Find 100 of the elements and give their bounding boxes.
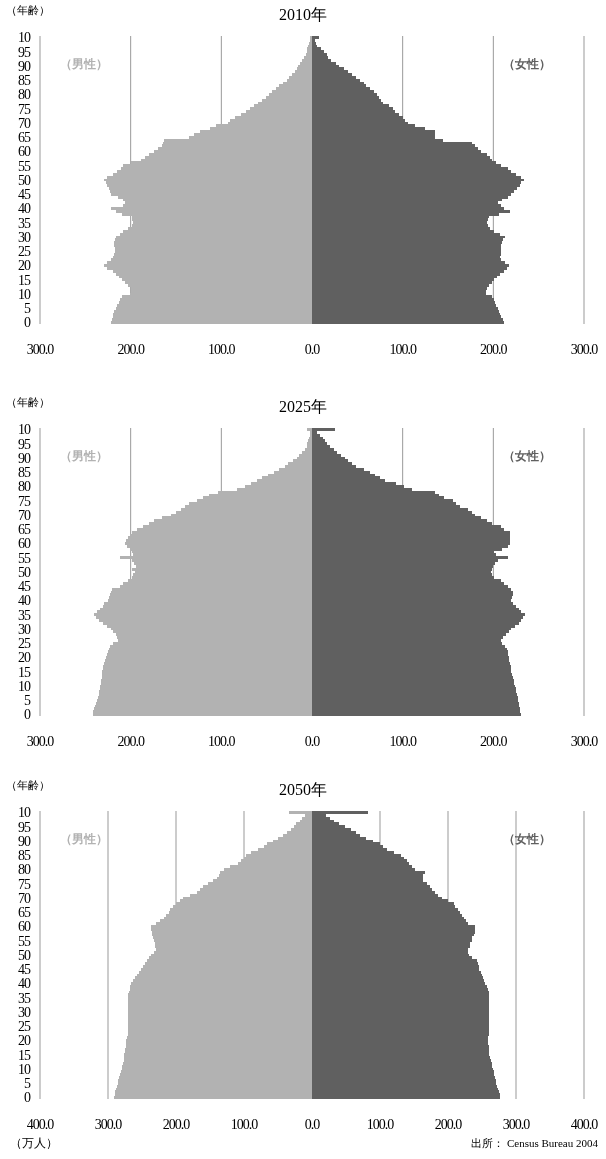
y-tick-label: 35	[18, 215, 31, 231]
text: （女性）	[502, 832, 551, 846]
y-tick-label: 0	[24, 315, 31, 331]
y-tick-label: 85	[18, 73, 31, 89]
text: （男性）	[59, 57, 108, 71]
chart-title: 2010年	[279, 6, 327, 23]
y-tick-label: 70	[18, 115, 31, 131]
y-tick-label: 15	[18, 664, 31, 680]
y-tick-label: 80	[18, 862, 31, 878]
y-tick-label: 55	[18, 550, 31, 566]
y-tick-label: 10	[18, 422, 31, 438]
y-tick-label: 0	[24, 707, 31, 723]
y-tick-label: 50	[18, 564, 31, 580]
text: （女性）	[502, 449, 551, 463]
y-axis-title: （年齢）	[6, 396, 50, 408]
y-tick-label: 35	[18, 990, 31, 1006]
y-tick-label: 30	[18, 621, 31, 637]
y-tick-label: 30	[18, 229, 31, 245]
x-tick-label: 200.0	[480, 734, 508, 749]
x-tick-label: 0.0	[304, 1117, 321, 1132]
x-tick-label: 100.0	[389, 734, 417, 749]
x-tick-label: 100.0	[389, 342, 417, 357]
x-tick-label: 100.0	[230, 1117, 259, 1132]
y-tick-label: 55	[18, 933, 31, 949]
y-tick-label: 90	[18, 833, 31, 849]
y-tick-label: 95	[18, 819, 31, 835]
x-tick-label: 300.0	[26, 734, 55, 749]
y-tick-label: 80	[18, 87, 31, 103]
x-tick-label: 300.0	[502, 1117, 531, 1132]
y-tick-label: 75	[18, 101, 31, 117]
y-tick-label: 60	[18, 144, 31, 160]
y-tick-label: 20	[18, 1033, 31, 1049]
y-tick-label: 95	[18, 44, 31, 60]
y-tick-label: 45	[18, 579, 31, 595]
chart-title: 2025年	[279, 398, 327, 415]
x-tick-label: 200.0	[480, 342, 508, 357]
y-tick-label: 90	[18, 450, 31, 466]
text: （男性）	[59, 832, 108, 846]
y-tick-label: 10	[18, 805, 31, 821]
y-tick-label: 40	[18, 201, 31, 217]
x-tick-label: 200.0	[117, 734, 145, 749]
y-tick-label: 70	[18, 507, 31, 523]
x-tick-label: 0.0	[304, 734, 321, 749]
x-tick-label: 300.0	[26, 342, 55, 357]
x-tick-label: 300.0	[94, 1117, 123, 1132]
y-tick-label: 60	[18, 536, 31, 552]
x-tick-label: 0.0	[304, 342, 321, 357]
y-tick-label: 85	[18, 465, 31, 481]
y-axis-title: （年齢）	[6, 779, 50, 791]
x-tick-label: 100.0	[208, 734, 236, 749]
y-tick-label: 10	[18, 1061, 31, 1077]
y-tick-label: 10	[18, 286, 31, 302]
x-tick-label: 300.0	[570, 734, 599, 749]
text: （男性）	[59, 449, 108, 463]
x-tick-label: 200.0	[434, 1117, 463, 1132]
text: （女性）	[502, 57, 551, 71]
y-tick-label: 25	[18, 636, 31, 652]
y-tick-label: 80	[18, 479, 31, 495]
x-axis-title: （万人）	[10, 1136, 58, 1150]
x-tick-label: 400.0	[570, 1117, 599, 1132]
x-tick-label: 200.0	[162, 1117, 191, 1132]
y-tick-label: 5	[24, 693, 31, 709]
x-tick-label: 300.0	[570, 342, 599, 357]
y-tick-label: 10	[18, 30, 31, 46]
y-tick-label: 40	[18, 593, 31, 609]
y-tick-label: 15	[18, 272, 31, 288]
y-tick-label: 25	[18, 1019, 31, 1035]
y-tick-label: 75	[18, 876, 31, 892]
y-tick-label: 85	[18, 848, 31, 864]
y-tick-label: 65	[18, 522, 31, 538]
y-tick-label: 65	[18, 905, 31, 921]
y-tick-label: 25	[18, 244, 31, 260]
y-tick-label: 5	[24, 301, 31, 317]
y-tick-label: 30	[18, 1004, 31, 1020]
y-tick-label: 70	[18, 890, 31, 906]
y-tick-label: 40	[18, 976, 31, 992]
chart-title: 2050年	[279, 781, 327, 798]
x-tick-label: 200.0	[117, 342, 145, 357]
y-tick-label: 50	[18, 947, 31, 963]
x-tick-label: 400.0	[26, 1117, 55, 1132]
y-tick-label: 10	[18, 678, 31, 694]
x-tick-label: 100.0	[208, 342, 236, 357]
y-tick-label: 60	[18, 919, 31, 935]
y-tick-label: 95	[18, 436, 31, 452]
y-tick-label: 45	[18, 962, 31, 978]
y-tick-label: 90	[18, 58, 31, 74]
y-tick-label: 65	[18, 130, 31, 146]
y-tick-label: 5	[24, 1076, 31, 1092]
y-tick-label: 0	[24, 1090, 31, 1106]
text: 出所： Census Bureau 2004	[471, 1137, 599, 1149]
y-tick-label: 45	[18, 187, 31, 203]
x-tick-label: 100.0	[366, 1117, 395, 1132]
y-tick-label: 15	[18, 1047, 31, 1063]
y-tick-label: 20	[18, 258, 31, 274]
y-tick-label: 75	[18, 493, 31, 509]
y-axis-title: （年齢）	[6, 4, 50, 16]
y-tick-label: 55	[18, 158, 31, 174]
y-tick-label: 20	[18, 650, 31, 666]
y-tick-label: 35	[18, 607, 31, 623]
y-tick-label: 50	[18, 172, 31, 188]
